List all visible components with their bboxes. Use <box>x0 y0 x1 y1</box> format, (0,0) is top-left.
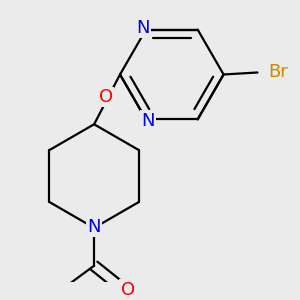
Text: O: O <box>121 280 135 298</box>
Text: N: N <box>141 112 155 130</box>
Text: N: N <box>136 19 149 37</box>
Text: N: N <box>87 218 101 236</box>
Text: Br: Br <box>269 64 288 82</box>
Text: O: O <box>99 88 113 106</box>
